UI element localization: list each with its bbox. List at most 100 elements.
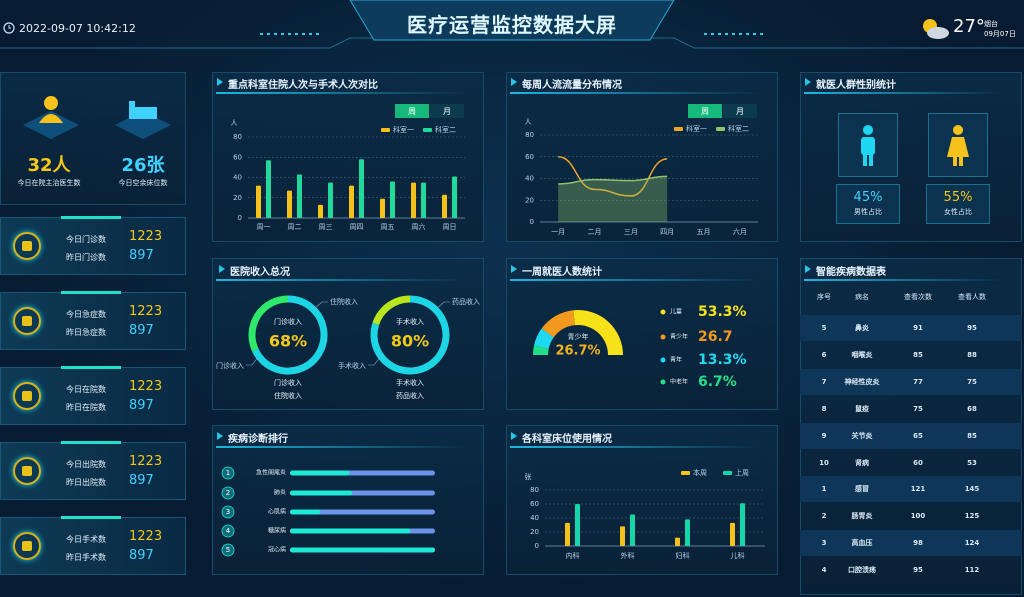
tab[interactable] [688, 104, 722, 118]
panel-title: 各科室床位使用情况 [511, 430, 612, 445]
y-tick-label: 40 [233, 174, 242, 182]
bar [575, 504, 580, 546]
table-cell: 85 [967, 431, 977, 440]
category-label: 急性阑尾炎 [256, 469, 286, 477]
summary-icons [23, 96, 171, 139]
female-icon-box [928, 113, 988, 177]
stat-card: 今日出院数 1223 昨日出院数 897 [0, 441, 186, 500]
yesterday-label: 昨日门诊数 [66, 253, 106, 262]
panel-title: 重点科室住院人次与手术人次对比 [217, 76, 378, 91]
gender-stat: 55% 女性占比 [926, 184, 990, 224]
summary-value: 26张 [121, 155, 165, 176]
x-tick-label: 外科 [621, 551, 635, 560]
stat-card: 今日在院数 1223 昨日在院数 897 [0, 366, 186, 425]
x-tick-label: 周五 [381, 223, 395, 231]
table-cell: 感冒 [855, 485, 869, 494]
legend-label: 药品收入 [396, 391, 424, 400]
date: 09月07日 [984, 30, 1016, 38]
tab[interactable] [723, 104, 757, 118]
table-row: 10 肾病 60 53 [800, 450, 1022, 476]
table-cell: 肠胃炎 [851, 512, 873, 521]
table-cell: 8 [821, 404, 827, 413]
gender-label: 女性占比 [944, 208, 972, 216]
y-tick-label: 60 [530, 500, 539, 508]
category-label: 冠心病 [268, 546, 286, 554]
tab-label[interactable]: 月 [443, 107, 451, 116]
rank-badge [221, 486, 235, 500]
bar [620, 526, 625, 546]
x-tick-label: 二月 [588, 228, 602, 236]
legend-label: 本周 [693, 468, 707, 477]
table-cell: 124 [964, 539, 980, 548]
table-cell: 6 [821, 350, 827, 359]
disease-table: 序号 病名 查看次数 查看人数 5 鼻炎 91 95 6 咽喉炎 85 88 7 神经性皮炎 77 75 8 鼠疫… [800, 288, 1022, 588]
table-cell: 口腔溃疡 [848, 566, 876, 575]
panel-title: 每周人流流量分布情况 [511, 76, 622, 91]
legend-label: 科室二 [728, 124, 749, 133]
temperature: 27° [953, 16, 985, 37]
tab[interactable] [395, 104, 429, 118]
chart: 门诊收入68%住院收入门诊收入门诊收入住院收入手术收入80%药品收入手术收入手术… [216, 295, 480, 400]
y-axis-unit: 人 [231, 119, 238, 127]
bar [297, 174, 302, 218]
table-cell: 95 [967, 324, 977, 332]
rank: 2 [226, 489, 230, 497]
legend-value: 13.3% [698, 352, 747, 368]
table-cell: 85 [913, 350, 923, 359]
ring-rest [372, 295, 411, 326]
x-tick-label: 周四 [350, 223, 364, 231]
legend-label: 手术收入 [396, 378, 424, 387]
gauge-segment [573, 310, 623, 355]
table-cell: 鼠疫 [855, 404, 869, 413]
tab[interactable] [430, 104, 464, 118]
legend-value: 26.7 [698, 329, 733, 345]
legend-dot [660, 379, 666, 385]
title-underline [510, 92, 760, 94]
table-cell: 9 [821, 431, 827, 440]
rank-badge [221, 543, 235, 557]
gauge-center-value: 26.7% [555, 344, 600, 359]
legend-dot [660, 309, 666, 315]
table-row: 4 口腔溃疡 95 112 [800, 557, 1022, 583]
today-label: 今日在院数 [66, 385, 106, 394]
yesterday-label: 昨日急症数 [66, 328, 106, 337]
gauge-segment [533, 328, 554, 349]
column-header: 查看人数 [958, 293, 986, 301]
bar [740, 503, 745, 546]
yesterday-label: 昨日在院数 [66, 403, 106, 412]
table-cell: 75 [913, 404, 923, 413]
bar [390, 181, 395, 218]
panel-title: 医院收入总况 [219, 263, 290, 278]
card-icon [13, 532, 41, 560]
legend-label: 科室一 [686, 124, 707, 133]
today-value: 1223 [129, 454, 163, 469]
tab-label[interactable]: 月 [736, 107, 744, 116]
datetime: 2022-09-07 10:42:12 [19, 22, 136, 35]
y-tick-label: 0 [238, 214, 242, 222]
panel-title: 一周就医人数统计 [511, 263, 602, 278]
tab-label[interactable]: 周 [701, 107, 709, 116]
yesterday-value: 897 [129, 248, 154, 263]
chart: 0 20 40 60 80 张内科 外科 妇科 儿科 本周 上周 [525, 468, 765, 560]
table-cell: 100 [910, 512, 926, 521]
yesterday-value: 897 [129, 398, 154, 413]
gender-value: 55% [943, 190, 973, 205]
table-cell: 2 [821, 512, 827, 521]
table-cell: 112 [964, 566, 980, 575]
legend-label: 科室一 [393, 125, 414, 134]
gauge-segment [541, 310, 575, 338]
tab-label[interactable]: 周 [408, 107, 416, 116]
legend-label: 住院收入 [274, 391, 302, 400]
outer-label: 手术收入 [338, 361, 366, 370]
y-tick-label: 20 [233, 194, 242, 202]
yesterday-value: 897 [129, 548, 154, 563]
legend-swatch [381, 128, 390, 132]
y-tick-label: 80 [530, 486, 539, 494]
table-row: 9 关节炎 65 85 [800, 422, 1022, 449]
summary-value: 32人 [27, 155, 71, 176]
outer-label: 门诊收入 [216, 361, 244, 370]
bar [380, 198, 385, 218]
rank: 4 [226, 527, 231, 535]
gender-value: 45% [853, 190, 883, 205]
x-tick-label: 妇科 [676, 551, 690, 560]
